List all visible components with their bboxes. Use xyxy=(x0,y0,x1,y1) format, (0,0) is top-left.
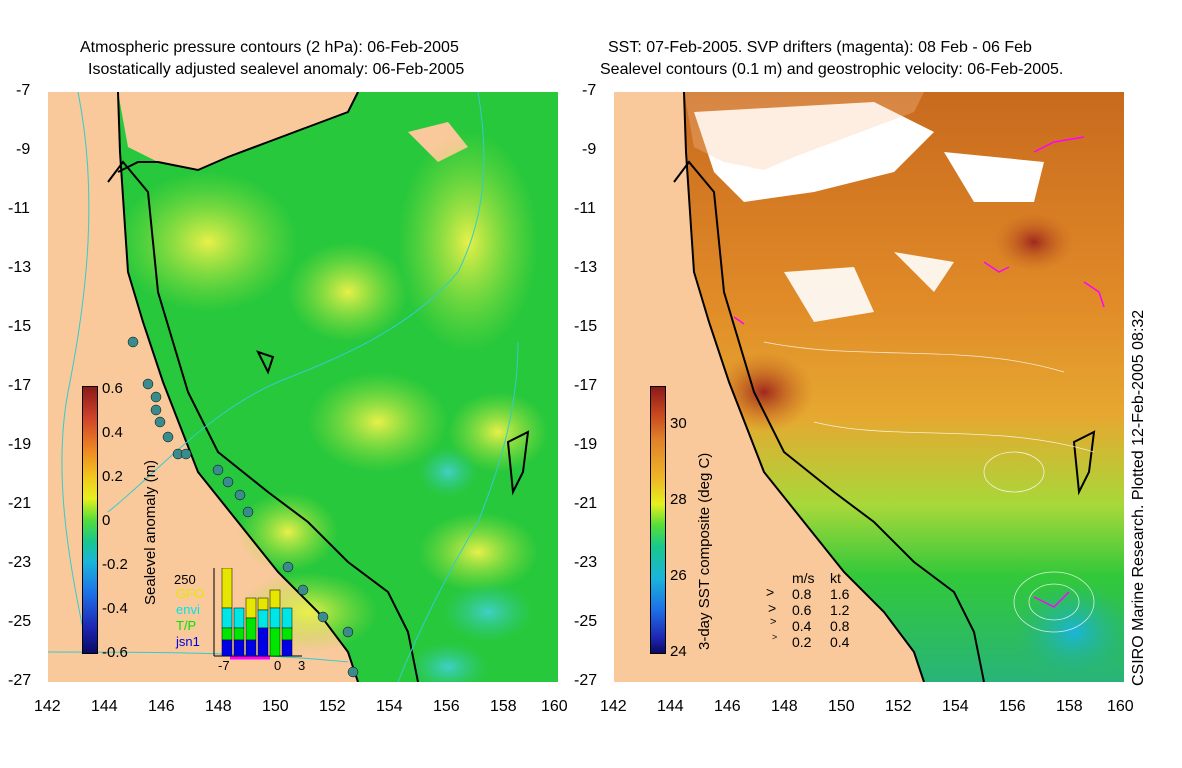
y-tick: -7 xyxy=(16,82,31,99)
x-tick: 160 xyxy=(1107,698,1134,715)
velocity-arrow-icon: > xyxy=(768,600,777,616)
y-tick: -25 xyxy=(574,613,598,630)
x-tick: 158 xyxy=(490,698,517,715)
velocity-legend: m/s kt > 0.8 1.6 > 0.6 1.2 > 0.4 0.8 > 0… xyxy=(762,570,882,660)
x-tick: 150 xyxy=(262,698,289,715)
inset-bars xyxy=(213,568,302,660)
colorbar-tick: 0.2 xyxy=(102,468,123,485)
x-tick: 160 xyxy=(541,698,568,715)
y-tick: -13 xyxy=(574,259,598,276)
inset-legend-jsn1: jsn1 xyxy=(176,634,200,649)
x-tick: 152 xyxy=(885,698,912,715)
y-tick: -15 xyxy=(574,318,598,335)
velocity-header-kt: kt xyxy=(830,570,841,586)
sst-colorbar xyxy=(650,386,666,654)
colorbar-tick: 30 xyxy=(670,415,687,432)
png-land xyxy=(118,92,358,170)
left-map-graphic xyxy=(48,92,558,682)
tide-gauge-markers xyxy=(127,336,359,678)
x-tick: 146 xyxy=(148,698,175,715)
velocity-ms: 0.6 xyxy=(792,602,812,618)
inset-xtick: 0 xyxy=(274,658,282,673)
y-tick: -23 xyxy=(8,554,32,571)
x-tick: 154 xyxy=(942,698,969,715)
colorbar-tick: 28 xyxy=(670,491,687,508)
y-tick: -7 xyxy=(582,82,597,99)
y-tick: -9 xyxy=(582,141,597,158)
x-tick: 146 xyxy=(714,698,741,715)
x-tick: 158 xyxy=(1056,698,1083,715)
x-tick: 156 xyxy=(433,698,460,715)
inset-xtick: 3 xyxy=(298,658,306,673)
y-tick: -27 xyxy=(574,672,598,689)
y-tick: -19 xyxy=(8,436,32,453)
right-title-line1: SST: 07-Feb-2005. SVP drifters (magenta)… xyxy=(608,39,1032,56)
colorbar-tick: 0.6 xyxy=(102,380,123,397)
y-tick: -13 xyxy=(8,259,32,276)
colorbar-tick: 0.4 xyxy=(102,424,123,441)
velocity-kt: 1.6 xyxy=(830,586,850,602)
x-tick: 152 xyxy=(319,698,346,715)
pressure-contour xyxy=(61,92,90,653)
right-title-line2: Sealevel contours (0.1 m) and geostrophi… xyxy=(600,61,1064,78)
velocity-kt: 0.4 xyxy=(830,634,850,650)
coastline xyxy=(117,92,359,682)
y-tick: -9 xyxy=(16,141,31,158)
velocity-ms: 0.2 xyxy=(792,634,812,650)
inset-ymax: 250 xyxy=(174,572,196,587)
x-tick: 142 xyxy=(34,698,61,715)
velocity-ms: 0.8 xyxy=(792,586,812,602)
x-tick: 142 xyxy=(600,698,627,715)
right-map-graphic xyxy=(614,92,1124,682)
inset-legend-gfo: GFO xyxy=(176,586,205,601)
colorbar-tick: 0 xyxy=(102,512,111,529)
velocity-kt: 0.8 xyxy=(830,618,850,634)
y-tick: -19 xyxy=(574,436,598,453)
left-title-line1: Atmospheric pressure contours (2 hPa): 0… xyxy=(80,39,459,56)
colorbar-tick: -0.6 xyxy=(102,644,128,661)
y-tick: -23 xyxy=(574,554,598,571)
x-tick: 150 xyxy=(828,698,855,715)
y-tick: -27 xyxy=(8,672,32,689)
shelf-edge xyxy=(107,160,419,682)
velocity-kt: 1.2 xyxy=(830,602,850,618)
x-tick: 144 xyxy=(657,698,684,715)
right-map xyxy=(614,92,1124,682)
left-title-line2: Isostatically adjusted sealevel anomaly:… xyxy=(88,61,465,78)
sla-colorbar xyxy=(82,386,98,654)
colorbar-tick: 26 xyxy=(670,567,687,584)
sst-colorbar-label: 3-day SST composite (deg C) xyxy=(696,452,713,650)
x-tick: 144 xyxy=(91,698,118,715)
y-tick: -25 xyxy=(8,613,32,630)
x-tick: 154 xyxy=(376,698,403,715)
velocity-arrow-icon: > xyxy=(766,584,775,600)
y-tick: -17 xyxy=(8,377,32,394)
inset-legend-envi: envi xyxy=(176,602,200,617)
y-tick: -17 xyxy=(574,377,598,394)
velocity-header-ms: m/s xyxy=(792,570,815,586)
y-tick: -21 xyxy=(574,495,598,512)
credit-text: CSIRO Marine Research. Plotted 12-Feb-20… xyxy=(1130,309,1147,686)
y-tick: -21 xyxy=(8,495,32,512)
velocity-ms: 0.4 xyxy=(792,618,812,634)
sla-colorbar-label: Sealevel anomaly (m) xyxy=(142,459,159,605)
x-tick: 148 xyxy=(771,698,798,715)
y-tick: -11 xyxy=(574,200,596,217)
velocity-arrow-icon: > xyxy=(772,632,778,642)
inset-legend-tp: T/P xyxy=(176,618,197,633)
colorbar-tick: -0.2 xyxy=(102,556,128,573)
altimeter-inset: 250 GFO envi T/P jsn1 -7 0 3 xyxy=(170,568,310,678)
left-map xyxy=(48,92,558,682)
x-tick: 148 xyxy=(205,698,232,715)
x-tick: 156 xyxy=(999,698,1026,715)
inset-xtick: -7 xyxy=(218,658,230,673)
y-tick: -11 xyxy=(8,200,30,217)
colorbar-tick: -0.4 xyxy=(102,600,128,617)
colorbar-tick: 24 xyxy=(670,643,687,660)
y-tick: -15 xyxy=(8,318,32,335)
velocity-arrow-icon: > xyxy=(770,616,777,628)
